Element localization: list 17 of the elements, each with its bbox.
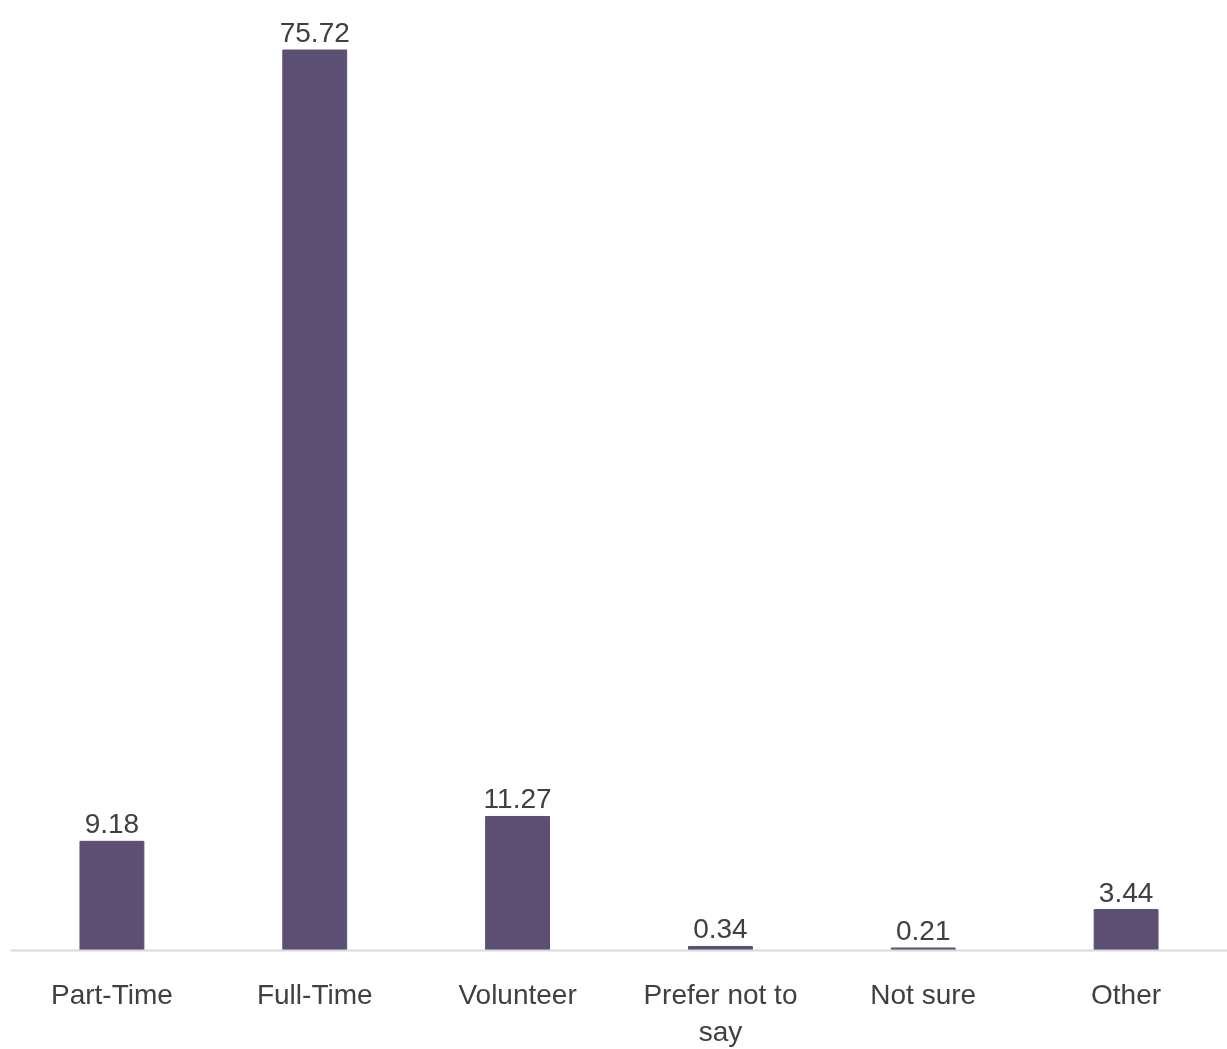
bar [890,947,956,951]
data-label: 75.72 [279,17,350,49]
data-label: 0.34 [693,913,748,945]
data-label: 0.21 [896,915,951,946]
bar [79,840,145,951]
x-tick-label: Part-Time [50,978,173,1010]
x-tick-label: Volunteer [458,978,577,1010]
bar [485,815,551,951]
data-label: 9.18 [84,808,140,840]
x-tick-label: Full-Time [256,978,373,1010]
x-tick-label: Other [1091,978,1162,1010]
bar [1093,909,1159,951]
x-tick-label: Prefer not to say [643,978,798,1047]
data-label: 11.27 [483,783,552,815]
data-label: 3.44 [1098,876,1154,908]
bar [282,49,348,951]
x-tick-label: Not sure [870,978,977,1010]
